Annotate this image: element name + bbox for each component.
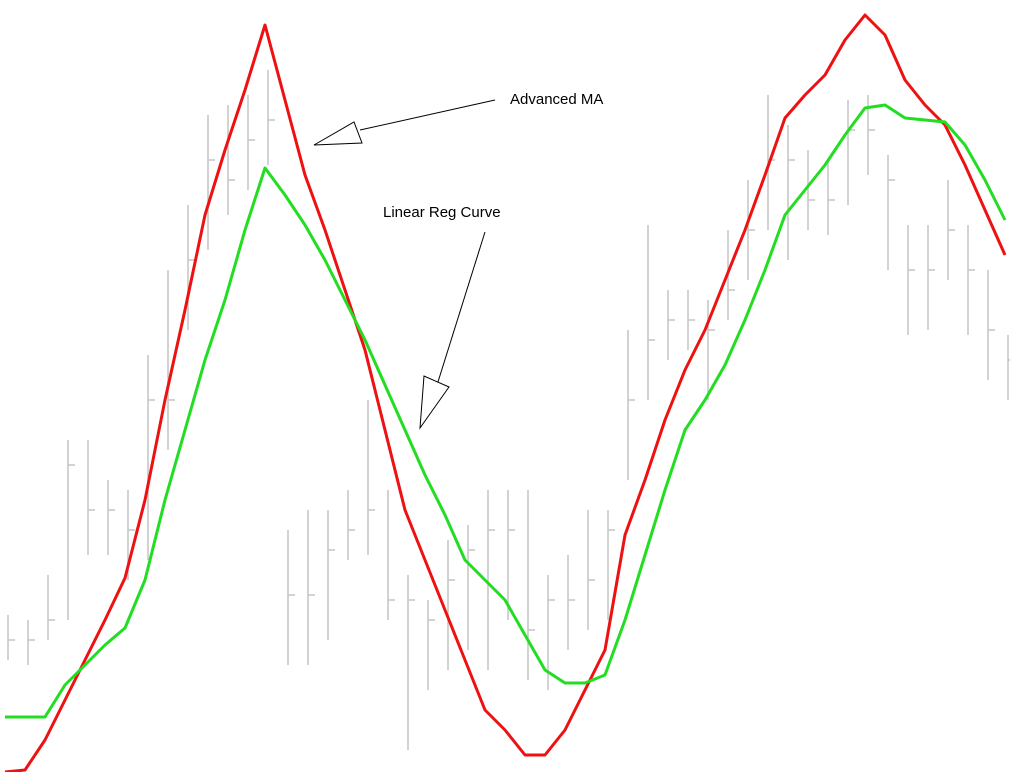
annotation: Linear Reg Curve [383, 204, 501, 221]
series-line [4, 13, 1007, 772]
arrow-line [436, 231, 486, 386]
annotation: Advanced MA [510, 91, 603, 108]
indicator-lines [4, 13, 1007, 772]
arrow-line [359, 99, 496, 131]
arrow-head [419, 375, 450, 430]
arrows [313, 99, 496, 430]
price-bars [7, 70, 1010, 750]
arrow-head [313, 121, 363, 146]
series-line [5, 103, 1007, 719]
